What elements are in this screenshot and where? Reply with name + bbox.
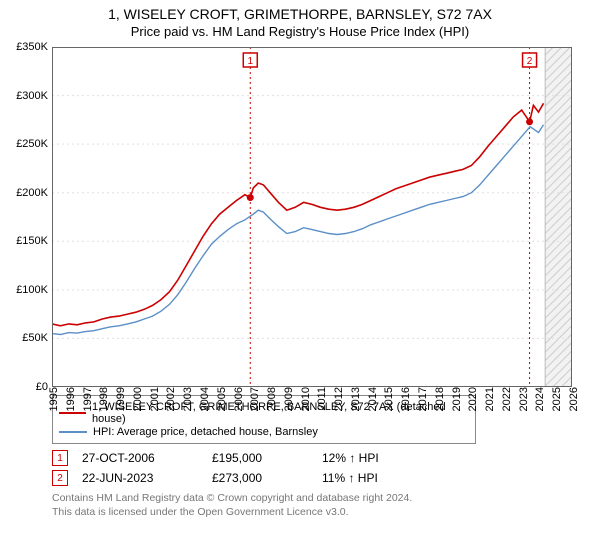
x-axis-label: 2009 <box>283 387 295 411</box>
transaction-row: 1 27-OCT-2006 £195,000 12% ↑ HPI <box>52 450 572 466</box>
x-axis-label: 2015 <box>383 387 395 411</box>
page-title: 1, WISELEY CROFT, GRIMETHORPE, BARNSLEY,… <box>0 6 600 22</box>
x-axis-label: 1998 <box>98 387 110 411</box>
x-axis-label: 2010 <box>300 387 312 411</box>
x-axis-label: 2014 <box>367 387 379 411</box>
transaction-date: 27-OCT-2006 <box>82 451 212 465</box>
transaction-pct: 11% ↑ HPI <box>322 471 442 485</box>
x-axis-label: 2023 <box>518 387 530 411</box>
x-axis-label: 2011 <box>316 387 328 411</box>
y-axis-label: £200K <box>16 187 48 199</box>
x-axis-label: 2005 <box>216 387 228 411</box>
x-axis-label: 2022 <box>501 387 513 411</box>
x-axis-label: 2020 <box>467 387 479 411</box>
x-axis-label: 2016 <box>400 387 412 411</box>
transaction-row: 2 22-JUN-2023 £273,000 11% ↑ HPI <box>52 470 572 486</box>
x-axis-label: 2003 <box>182 387 194 411</box>
x-axis-label: 1996 <box>65 387 77 411</box>
y-axis-label: £250K <box>16 138 48 150</box>
page-subtitle: Price paid vs. HM Land Registry's House … <box>0 24 600 39</box>
transactions-footer: 1 27-OCT-2006 £195,000 12% ↑ HPI 2 22-JU… <box>52 450 572 519</box>
legend-swatch <box>59 431 87 433</box>
y-axis-label: £100K <box>16 284 48 296</box>
y-axis-label: £300K <box>16 90 48 102</box>
credit-line-2: This data is licensed under the Open Gov… <box>52 506 572 520</box>
y-axis-label: £50K <box>22 332 48 344</box>
x-axis-label: 2017 <box>417 387 429 411</box>
x-axis-label: 2024 <box>534 387 546 411</box>
x-axis-label: 2001 <box>149 387 161 411</box>
legend-swatch <box>59 412 86 414</box>
x-axis-label: 2006 <box>233 387 245 411</box>
x-axis-label: 2000 <box>132 387 144 411</box>
x-axis-label: 1999 <box>115 387 127 411</box>
x-axis-label: 2002 <box>165 387 177 411</box>
legend-label: HPI: Average price, detached house, Barn… <box>93 426 318 438</box>
legend-item: HPI: Average price, detached house, Barn… <box>59 426 469 438</box>
transaction-marker: 1 <box>52 450 68 466</box>
x-axis-label: 2019 <box>451 387 463 411</box>
transaction-price: £195,000 <box>212 451 322 465</box>
x-axis-label: 2012 <box>333 387 345 411</box>
transaction-date: 22-JUN-2023 <box>82 471 212 485</box>
transaction-marker: 2 <box>52 470 68 486</box>
transaction-pct: 12% ↑ HPI <box>322 451 442 465</box>
x-axis-label: 2026 <box>568 387 580 411</box>
price-chart: 12£0£50K£100K£150K£200K£250K£300K£350K19… <box>52 47 572 387</box>
x-axis-label: 2018 <box>434 387 446 411</box>
y-axis-label: £350K <box>16 41 48 53</box>
transaction-price: £273,000 <box>212 471 322 485</box>
credit-text: Contains HM Land Registry data © Crown c… <box>52 492 572 519</box>
y-axis-label: £0 <box>36 381 48 393</box>
x-axis-label: 2021 <box>484 387 496 411</box>
svg-text:2: 2 <box>527 56 533 67</box>
x-axis-label: 1997 <box>82 387 94 411</box>
credit-line-1: Contains HM Land Registry data © Crown c… <box>52 492 572 506</box>
x-axis-label: 2008 <box>266 387 278 411</box>
x-axis-label: 1995 <box>48 387 60 411</box>
x-axis-label: 2013 <box>350 387 362 411</box>
x-axis-label: 2007 <box>249 387 261 411</box>
x-axis-label: 2025 <box>551 387 563 411</box>
y-axis-label: £150K <box>16 235 48 247</box>
x-axis-label: 2004 <box>199 387 211 411</box>
svg-text:1: 1 <box>247 56 253 67</box>
